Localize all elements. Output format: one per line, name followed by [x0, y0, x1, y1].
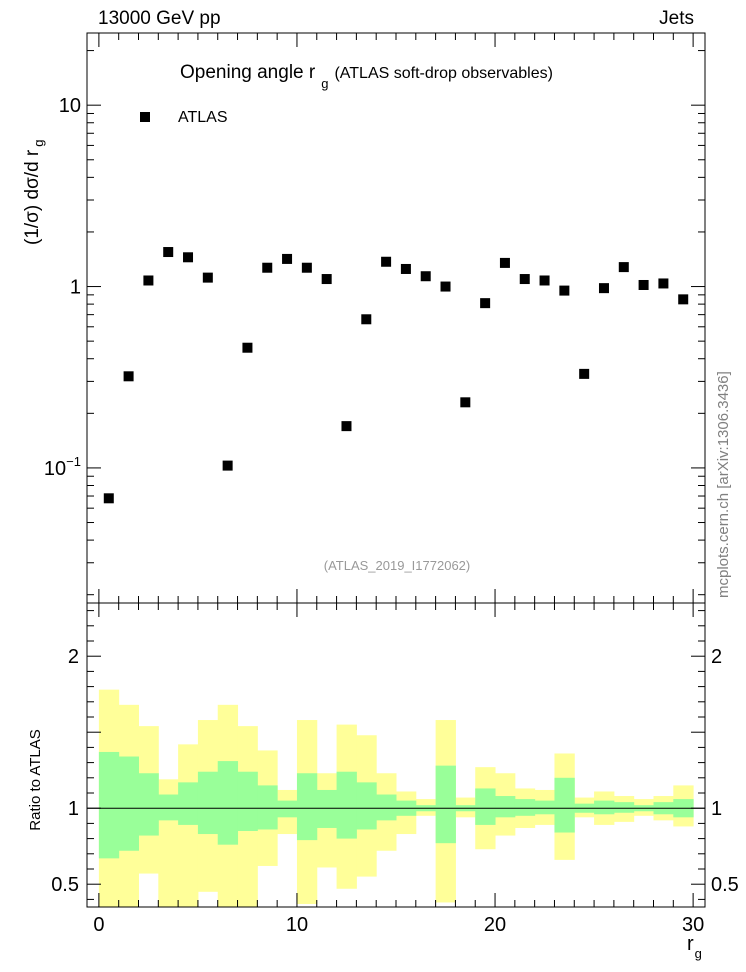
inner-band-bin [217, 761, 239, 845]
inner-band-bin [197, 771, 219, 835]
inner-band-bin [356, 782, 377, 830]
data-point [282, 253, 293, 264]
main-title-sub: g [321, 76, 328, 91]
outer-band-bin [178, 744, 199, 907]
inner-band-bin [316, 789, 338, 828]
header-left: 13000 GeV pp [98, 8, 221, 29]
ratio-xtick-label: 10 [286, 914, 308, 936]
inner-band-bin [98, 751, 120, 859]
ratio-ytick-label-left: 2 [68, 646, 79, 668]
ratio-xtick-label: 0 [93, 914, 104, 936]
main-ylabel-sub: g [31, 140, 46, 147]
inner-band-bin [336, 771, 357, 839]
main-ylabel: (1/σ) dσ/d r g [22, 140, 46, 246]
main-ytick-label: 10 [59, 95, 81, 117]
inner-band-bin [376, 794, 397, 821]
inner-band-bin [594, 800, 615, 815]
inner-band-bin [158, 794, 179, 821]
ratio-ytick-label-right: 0.5 [711, 874, 739, 896]
data-point [183, 252, 194, 263]
analysis-annotation: (ATLAS_2019_I1772062) [324, 558, 470, 573]
data-point [143, 275, 154, 286]
inner-band-bin [237, 771, 258, 831]
data-point [499, 257, 510, 268]
ratio-xtick-label: 30 [682, 914, 704, 936]
inner-band-bin [277, 800, 298, 818]
ratio-ytick-label-left: 0.5 [51, 874, 79, 896]
inner-band-bin [138, 773, 159, 836]
ratio-xlabel: rg [687, 933, 702, 961]
data-point [123, 371, 134, 382]
data-point [321, 274, 332, 285]
data-point [440, 281, 451, 292]
data-point [222, 460, 233, 471]
inner-band-bin [178, 782, 199, 825]
inner-band-bin [475, 788, 496, 825]
main-title-text: Opening angle r [180, 62, 316, 83]
data-point [678, 294, 689, 305]
main-title-rest: (ATLAS soft-drop observables) [334, 65, 552, 82]
inner-band-bin [534, 800, 555, 815]
data-point [361, 314, 372, 325]
data-point [559, 285, 570, 296]
inner-band-bin [435, 765, 456, 844]
legend-label-atlas: ATLAS [178, 109, 228, 126]
data-point [460, 397, 471, 408]
data-point [579, 368, 590, 379]
inner-band-bin [495, 796, 516, 818]
ratio-ytick-label-right: 2 [711, 646, 722, 668]
data-point [519, 274, 530, 285]
main-ytick-label: 10−1 [44, 454, 81, 480]
inner-band-bin [613, 802, 635, 813]
data-point [658, 278, 669, 289]
legend-marker-atlas [140, 112, 150, 122]
data-point [242, 342, 253, 353]
main-title: Opening angle r g (ATLAS soft-drop observa… [180, 62, 553, 91]
ratio-ylabel: Ratio to ATLAS [27, 729, 44, 830]
data-point [480, 298, 491, 309]
inner-band-bin [296, 773, 318, 841]
inner-band-bin [118, 756, 139, 851]
data-point [400, 263, 411, 274]
data-point [341, 421, 352, 432]
header-right: Jets [659, 8, 694, 29]
ratio-ytick-label-right: 1 [711, 798, 722, 820]
main-ylabel-text: (1/σ) dσ/d r [22, 149, 43, 245]
data-point [103, 493, 114, 504]
data-point [301, 262, 312, 273]
inner-band-bin [554, 777, 575, 833]
data-point [202, 272, 213, 283]
main-ytick-label-exp: −1 [66, 454, 81, 469]
ratio-xtick-label: 20 [484, 914, 506, 936]
data-point [381, 256, 392, 267]
data-point [539, 275, 550, 286]
data-point [262, 262, 273, 273]
data-point [618, 262, 629, 273]
data-point [598, 283, 609, 294]
ratio-plot: 0.5 0.51 12 20 10 20 30 [51, 602, 739, 936]
ratio-xlabel-sub: g [695, 946, 702, 961]
main-ytick-label-base: 10 [44, 458, 66, 480]
ratio-ytick-label-left: 1 [68, 798, 79, 820]
inner-band-bin [514, 799, 536, 816]
main-ytick-label: 1 [70, 277, 81, 299]
inner-band-bin [257, 785, 278, 830]
data-point [638, 279, 649, 290]
data-point [163, 247, 174, 258]
side-label: mcplots.cern.ch [arXiv:1306.3436] [715, 371, 732, 598]
ratio-xlabel-text: r [687, 933, 694, 955]
data-point [420, 271, 431, 282]
